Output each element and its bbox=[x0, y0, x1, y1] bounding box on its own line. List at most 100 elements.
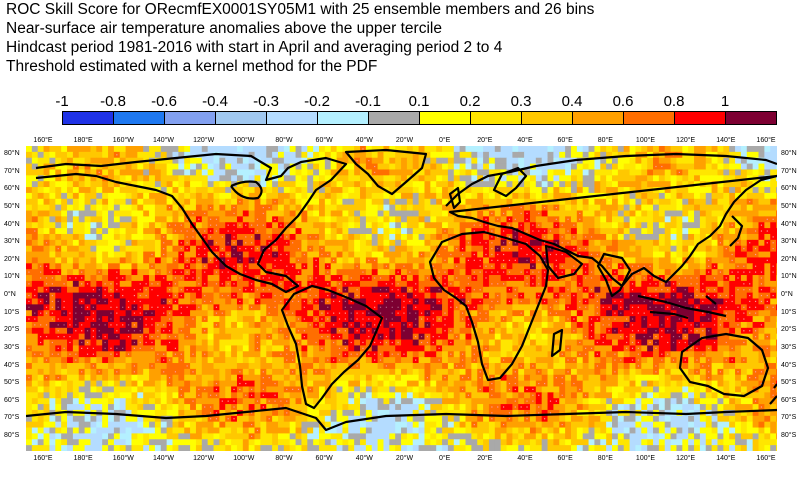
score-cell bbox=[612, 192, 619, 200]
score-cell bbox=[26, 146, 33, 153]
score-cell bbox=[242, 275, 250, 282]
score-cell bbox=[242, 351, 250, 358]
score-cell bbox=[471, 245, 478, 252]
score-cell bbox=[313, 175, 320, 182]
score-cell bbox=[160, 210, 168, 217]
score-cell bbox=[623, 310, 630, 317]
score-cell bbox=[313, 286, 320, 294]
score-cell bbox=[494, 169, 502, 176]
score-cell bbox=[231, 192, 238, 200]
score-cell bbox=[406, 333, 414, 340]
score-cell bbox=[348, 216, 355, 223]
score-cell bbox=[406, 210, 414, 217]
score-cell bbox=[453, 175, 461, 182]
score-cell bbox=[612, 286, 619, 294]
score-cell bbox=[729, 151, 736, 159]
score-cell bbox=[401, 187, 408, 194]
score-cell bbox=[758, 192, 765, 200]
score-cell bbox=[465, 251, 472, 258]
score-cell bbox=[236, 175, 244, 182]
score-cell bbox=[412, 157, 420, 164]
score-cell bbox=[160, 345, 168, 352]
score-cell bbox=[113, 292, 121, 299]
score-cell bbox=[242, 363, 250, 370]
score-cell bbox=[705, 251, 713, 258]
score-cell bbox=[524, 192, 531, 200]
score-cell bbox=[365, 357, 373, 364]
score-cell bbox=[436, 146, 443, 153]
score-cell bbox=[641, 204, 648, 211]
score-cell bbox=[635, 198, 642, 206]
score-cell bbox=[641, 339, 648, 346]
score-cell bbox=[676, 351, 683, 358]
score-cell bbox=[576, 275, 584, 282]
score-cell bbox=[143, 263, 150, 270]
score-cell bbox=[301, 198, 308, 206]
score-cell bbox=[535, 321, 543, 329]
score-cell bbox=[348, 151, 355, 159]
score-cell bbox=[342, 175, 349, 182]
score-cell bbox=[301, 321, 308, 329]
score-cell bbox=[319, 304, 326, 311]
score-cell bbox=[96, 345, 103, 352]
score-cell bbox=[354, 169, 361, 176]
score-cell bbox=[354, 239, 361, 247]
score-cell bbox=[641, 280, 648, 288]
score-cell bbox=[389, 175, 396, 182]
score-cell bbox=[26, 222, 33, 229]
score-cell bbox=[365, 169, 373, 176]
score-cell bbox=[623, 175, 630, 182]
score-cell bbox=[184, 146, 191, 153]
score-cell bbox=[330, 351, 337, 358]
score-cell bbox=[248, 192, 255, 200]
score-cell bbox=[248, 310, 255, 317]
score-cell bbox=[283, 327, 291, 335]
score-cell bbox=[354, 175, 361, 182]
score-cell bbox=[559, 187, 566, 194]
score-cell bbox=[559, 157, 566, 164]
score-cell bbox=[594, 239, 601, 247]
score-cell bbox=[418, 239, 425, 247]
score-cell bbox=[131, 169, 138, 176]
score-cell bbox=[746, 169, 754, 176]
score-cell bbox=[248, 181, 255, 188]
score-cell bbox=[277, 169, 285, 176]
score-cell bbox=[225, 204, 232, 211]
score-cell bbox=[78, 245, 85, 252]
score-cell bbox=[676, 192, 683, 200]
score-cell bbox=[711, 233, 718, 241]
score-cell bbox=[307, 316, 314, 323]
score-cell bbox=[424, 357, 431, 364]
score-cell bbox=[195, 198, 203, 206]
score-cell bbox=[236, 280, 244, 288]
score-cell bbox=[647, 175, 654, 182]
score-cell bbox=[570, 181, 578, 188]
score-cell bbox=[272, 333, 279, 340]
score-cell bbox=[283, 280, 291, 288]
score-cell bbox=[307, 216, 314, 223]
score-cell bbox=[201, 333, 209, 340]
score-cell bbox=[160, 151, 168, 159]
score-cell bbox=[360, 198, 367, 206]
score-cell bbox=[154, 275, 162, 282]
score-cell bbox=[600, 233, 607, 241]
score-cell bbox=[371, 210, 378, 217]
score-cell bbox=[412, 327, 420, 335]
score-cell bbox=[37, 187, 44, 194]
score-cell bbox=[143, 269, 150, 276]
score-cell bbox=[78, 228, 85, 235]
score-cell bbox=[442, 198, 449, 206]
score-cell bbox=[623, 181, 630, 188]
score-cell bbox=[412, 222, 420, 229]
score-cell bbox=[629, 239, 636, 247]
score-cell bbox=[113, 163, 121, 170]
score-cell bbox=[664, 187, 671, 194]
score-cell bbox=[365, 363, 373, 370]
score-cell bbox=[289, 222, 296, 229]
score-cell bbox=[319, 187, 326, 194]
score-cell bbox=[283, 146, 291, 153]
score-cell bbox=[682, 269, 689, 276]
score-cell bbox=[219, 363, 226, 370]
score-cell bbox=[61, 175, 68, 182]
score-cell bbox=[746, 216, 754, 223]
